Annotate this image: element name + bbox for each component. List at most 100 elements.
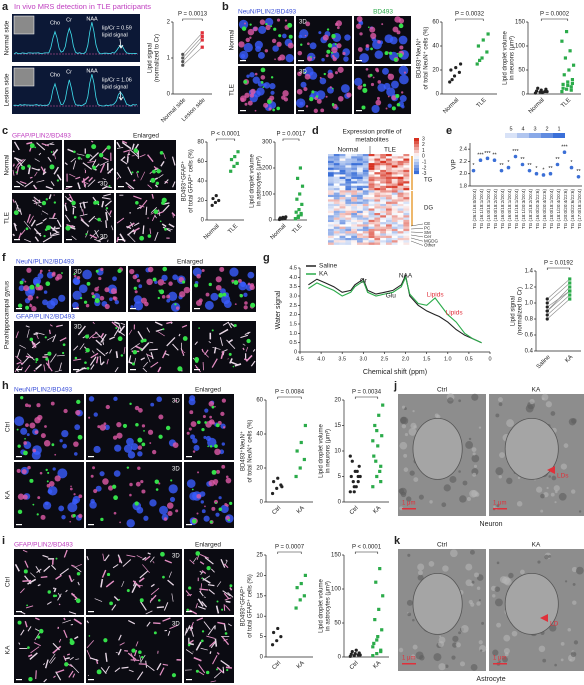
nucleus (167, 291, 178, 301)
data-point (279, 635, 283, 639)
heatmap-cell (391, 210, 398, 214)
em-texture (469, 489, 477, 498)
heatmap-cell (339, 169, 346, 173)
astro-process (121, 666, 129, 669)
astro-process (142, 564, 150, 574)
heatmap-cell (351, 190, 358, 193)
scale-step (553, 133, 565, 138)
bd493 (209, 445, 213, 448)
heatmap-cell (345, 174, 352, 177)
plin2 (337, 66, 344, 73)
panel-label: f (2, 252, 6, 264)
micrograph (71, 321, 126, 373)
heatmap-cell (386, 213, 392, 216)
bd493 (131, 362, 135, 366)
astro-process (50, 181, 55, 187)
plin2 (76, 275, 81, 280)
plin2 (221, 398, 226, 403)
nucleus (193, 444, 200, 451)
heatmap-cell (357, 208, 363, 211)
em-texture (441, 502, 447, 508)
astro-process (156, 662, 162, 671)
astro-process (12, 199, 15, 203)
bd493 (276, 106, 281, 111)
em-texture (474, 572, 480, 578)
data-point (356, 474, 360, 479)
y-tick-label: 2.0 (289, 312, 297, 318)
heatmap-cell (362, 167, 369, 170)
x-tick-label: Ctrl (349, 660, 360, 671)
astro-process (14, 157, 23, 167)
heatmap-cell (333, 192, 340, 195)
bd493 (195, 669, 199, 673)
data-point (536, 86, 540, 90)
astro-process (31, 167, 40, 172)
heatmap-cell (362, 242, 369, 245)
data-point (371, 485, 375, 489)
nucleus (243, 292, 248, 297)
heatmap-cell (351, 154, 358, 157)
plin2 (188, 427, 192, 431)
scale-bar (16, 611, 22, 613)
bd493 (160, 551, 165, 557)
nucleus (243, 42, 253, 53)
heatmap-cell (357, 219, 363, 223)
heatmap-cell (368, 228, 375, 232)
p-bracket (277, 551, 302, 554)
bd493 (162, 266, 168, 272)
astro-process (115, 351, 119, 359)
heatmap-cell (397, 199, 404, 202)
astro-process (50, 353, 57, 363)
mri-inset (13, 67, 35, 87)
heatmap-cell (397, 219, 404, 223)
astro-process (68, 575, 73, 582)
heatmap-cell (362, 194, 369, 198)
heatmap-cell (339, 178, 346, 182)
astro-process (137, 330, 144, 341)
heatmap-cell (333, 203, 340, 207)
nucleus (398, 35, 408, 45)
astro-process (35, 617, 40, 621)
heatmap-cell (362, 154, 369, 157)
bd493 (73, 273, 76, 276)
astro-process (12, 169, 15, 176)
heatmap-cell (397, 169, 404, 173)
astro-process (166, 227, 173, 231)
em-texture (478, 599, 481, 602)
heatmap-cell (357, 231, 363, 234)
astro-process (225, 600, 231, 603)
plin2 (21, 469, 27, 475)
bd493 (54, 594, 58, 597)
bd493 (228, 352, 232, 356)
plin2 (144, 301, 149, 307)
heatmap-cell (391, 190, 398, 193)
tag-3d: 3D (172, 622, 180, 628)
heatmap-cell (386, 233, 392, 236)
bd493 (37, 635, 41, 639)
em-texture (408, 427, 417, 436)
heatmap-cell (328, 190, 334, 193)
astro-process (56, 669, 65, 674)
plin2 (141, 489, 146, 494)
group-label: KA (532, 387, 541, 394)
significance: * (472, 163, 475, 169)
plin2 (23, 285, 30, 292)
astro-process (18, 232, 22, 240)
astro-process (53, 150, 57, 160)
pair-line (182, 39, 203, 62)
astro-process (23, 220, 31, 230)
astro-process (121, 140, 128, 144)
panel-label: a (2, 1, 9, 13)
astro-process (64, 204, 68, 212)
bd493 (73, 215, 77, 219)
heatmap-cell (397, 210, 404, 214)
heatmap-cell (374, 203, 381, 207)
plin2 (237, 278, 242, 283)
bd493 (133, 148, 139, 153)
plin2 (234, 303, 237, 306)
nucleus (249, 72, 255, 78)
em-texture (469, 549, 475, 555)
plin2 (264, 49, 269, 53)
plin2 (172, 442, 179, 449)
em-texture (498, 660, 501, 663)
